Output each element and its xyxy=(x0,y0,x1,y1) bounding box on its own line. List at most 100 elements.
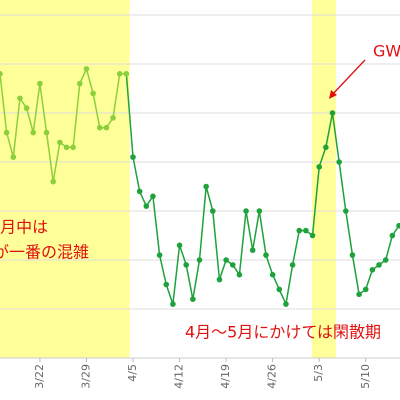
line-segment xyxy=(251,210,261,251)
point xyxy=(256,208,263,214)
point xyxy=(183,262,189,268)
point xyxy=(96,124,103,131)
x-tick-label: 4/19 xyxy=(219,364,232,389)
point xyxy=(316,164,323,170)
line-segment xyxy=(205,186,214,212)
point xyxy=(236,271,243,278)
line-segment xyxy=(351,254,360,295)
line-segment xyxy=(311,166,320,236)
line-segment xyxy=(345,210,354,256)
line-segment xyxy=(185,264,194,300)
x-tick-label: 3/29 xyxy=(79,364,92,389)
line-segment xyxy=(92,93,101,128)
point xyxy=(369,267,376,273)
line-segment xyxy=(39,83,48,133)
point xyxy=(276,286,283,293)
line-segment xyxy=(218,259,227,280)
point xyxy=(37,80,43,87)
line-segment xyxy=(245,210,254,251)
point xyxy=(329,110,336,116)
point xyxy=(110,115,116,121)
line-segment xyxy=(325,112,334,148)
point xyxy=(103,124,110,131)
point xyxy=(283,301,289,307)
point xyxy=(336,159,342,165)
point xyxy=(223,257,229,263)
point xyxy=(116,71,123,77)
line-segment xyxy=(112,73,121,119)
annotation: が一番の混雑 xyxy=(0,243,89,262)
line-segment xyxy=(72,83,81,148)
point xyxy=(176,242,183,249)
point xyxy=(309,232,316,239)
point xyxy=(382,257,389,263)
point xyxy=(57,139,63,146)
point xyxy=(136,188,143,195)
point xyxy=(3,129,10,136)
line-segment xyxy=(265,254,274,275)
point xyxy=(356,291,362,298)
point xyxy=(156,252,163,258)
highlight-band xyxy=(0,0,130,358)
point xyxy=(23,105,30,111)
point xyxy=(396,222,400,229)
line-segment xyxy=(32,83,41,133)
line-segment xyxy=(165,284,174,305)
x-tick-label: 3/22 xyxy=(33,364,46,389)
point xyxy=(343,208,349,214)
point xyxy=(50,178,56,185)
arrow-head xyxy=(329,90,337,99)
line-segment xyxy=(132,156,141,192)
x-tick-label: 4/5 xyxy=(126,364,139,382)
point xyxy=(143,203,150,209)
point xyxy=(289,262,296,268)
point xyxy=(323,144,329,151)
highlight-band xyxy=(311,0,336,358)
line-segment xyxy=(285,264,294,305)
point xyxy=(263,252,269,258)
annotation-arrow xyxy=(330,59,366,97)
point xyxy=(216,276,223,283)
annotation: GW xyxy=(373,42,400,61)
line-segment xyxy=(25,107,34,133)
line-segment xyxy=(212,210,221,280)
x-tick-label: 5/10 xyxy=(359,364,372,389)
point xyxy=(150,193,156,200)
point xyxy=(70,144,76,151)
point xyxy=(303,227,309,234)
point xyxy=(296,227,303,234)
annotation: 3月中は xyxy=(0,218,48,237)
point xyxy=(90,90,96,97)
point xyxy=(123,71,130,77)
line-segment xyxy=(318,147,327,168)
x-tick-label: 4/26 xyxy=(266,364,279,389)
line-segment xyxy=(5,132,15,158)
line-segment xyxy=(45,132,54,182)
point xyxy=(196,257,203,263)
point xyxy=(77,80,83,87)
point xyxy=(190,296,196,303)
point xyxy=(249,247,256,253)
line-segment xyxy=(0,73,8,133)
point xyxy=(83,66,90,72)
line-segment xyxy=(12,98,21,158)
line-segment xyxy=(365,269,374,290)
point xyxy=(130,154,136,160)
point xyxy=(376,262,382,268)
line-segment xyxy=(291,230,300,266)
line-segment xyxy=(172,245,181,305)
point xyxy=(243,208,249,214)
point xyxy=(10,154,17,160)
point xyxy=(229,262,236,268)
point xyxy=(63,144,70,151)
point xyxy=(389,232,396,239)
line-segment xyxy=(125,73,134,158)
point xyxy=(170,301,176,307)
point xyxy=(349,252,356,258)
line-segment xyxy=(192,259,201,300)
line-segment xyxy=(198,186,207,261)
point xyxy=(362,286,369,293)
line-segment xyxy=(338,161,347,212)
x-tick-label: 4/12 xyxy=(173,364,186,389)
